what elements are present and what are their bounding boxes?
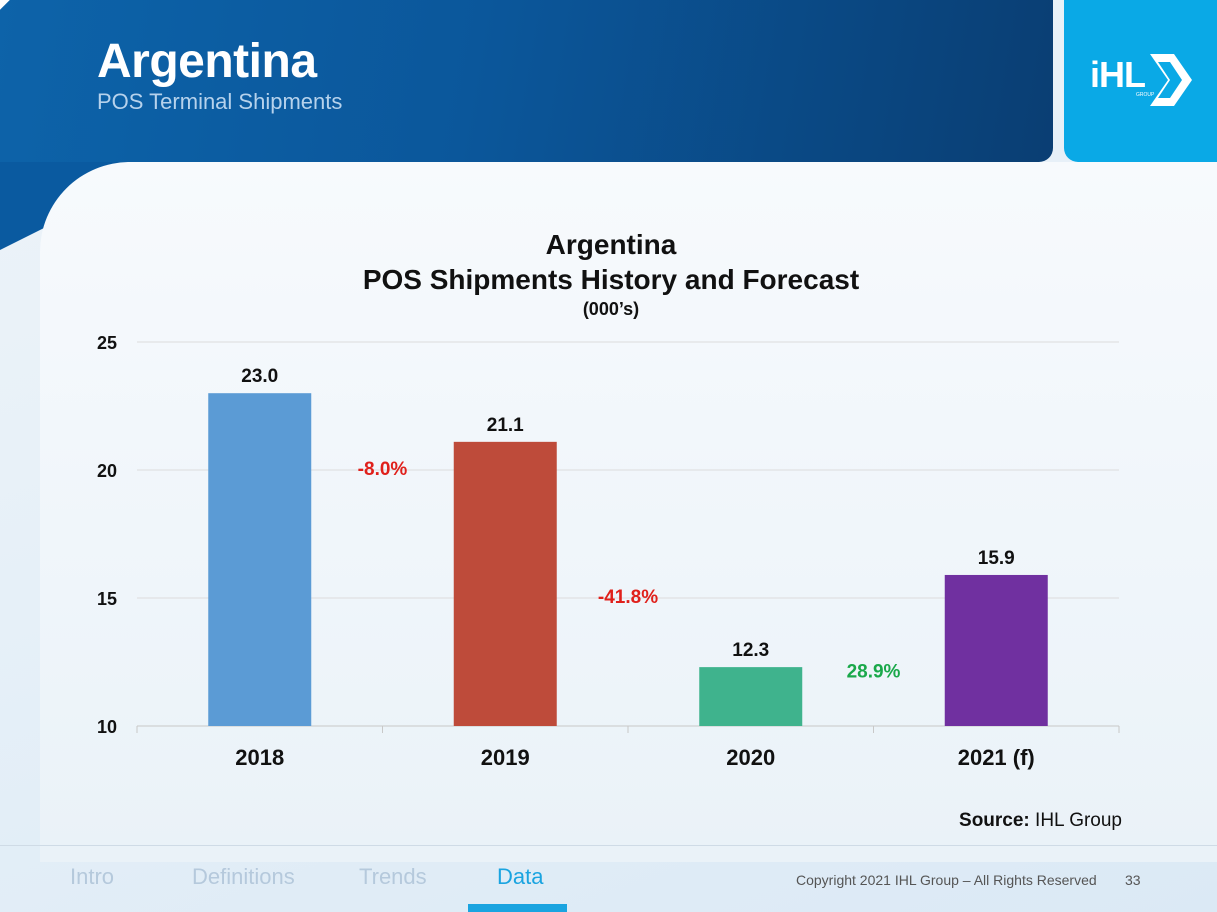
x-tick-label: 2021 (f)	[958, 745, 1035, 770]
chart-bars	[208, 393, 1048, 726]
chevron-right-icon	[1150, 54, 1192, 106]
y-tick-label: 10	[97, 717, 117, 737]
x-tick-label: 2019	[481, 745, 530, 770]
chart-title-line1: Argentina	[546, 229, 677, 260]
nav-active-indicator	[468, 904, 567, 912]
page-subtitle: POS Terminal Shipments	[97, 89, 343, 114]
chart-labels: 10 15 20 25 23.0 2018 21.1 2019 12.3 2020 15.9 2021…	[97, 333, 1035, 770]
x-tick-label: 2020	[726, 745, 775, 770]
bar-value-label: 21.1	[487, 415, 524, 436]
bar-value-label: 12.3	[732, 640, 769, 661]
bar-2020	[699, 667, 803, 726]
chart-subtitle: (000’s)	[583, 299, 639, 319]
growth-annotation: -8.0%	[358, 459, 408, 480]
bar-2018	[208, 393, 312, 726]
growth-annotation: 28.9%	[847, 661, 901, 682]
footer-divider	[0, 845, 1217, 846]
bar-2019	[453, 441, 557, 726]
nav-tab-definitions[interactable]: Definitions	[192, 864, 295, 889]
chart-title-line2: POS Shipments History and Forecast	[363, 264, 859, 295]
growth-annotation: -41.8%	[598, 587, 658, 608]
y-tick-label: 20	[97, 461, 117, 481]
source-note: Source: IHL Group	[959, 810, 1122, 832]
source-label: Source:	[959, 810, 1030, 831]
y-tick-label: 15	[97, 589, 117, 609]
ihl-logo: iHL GROUP	[1064, 0, 1217, 162]
bar-2021f	[944, 574, 1048, 726]
page-number: 33	[1125, 872, 1141, 888]
page-title: Argentina	[97, 35, 317, 88]
nav-tab-trends[interactable]: Trends	[359, 864, 427, 889]
bar-value-label: 23.0	[241, 366, 278, 387]
nav-tab-intro[interactable]: Intro	[70, 864, 115, 889]
logo-text: iHL	[1090, 54, 1146, 95]
nav-tab-data[interactable]: Data	[497, 864, 544, 889]
y-tick-label: 25	[97, 333, 117, 353]
logo-small-text: GROUP	[1136, 92, 1155, 98]
x-tick-label: 2018	[235, 745, 284, 770]
bar-value-label: 15.9	[978, 548, 1015, 569]
copyright-text: Copyright 2021 IHL Group – All Rights Re…	[796, 872, 1097, 888]
header-banner	[0, 0, 1053, 162]
source-value: IHL Group	[1035, 810, 1122, 831]
